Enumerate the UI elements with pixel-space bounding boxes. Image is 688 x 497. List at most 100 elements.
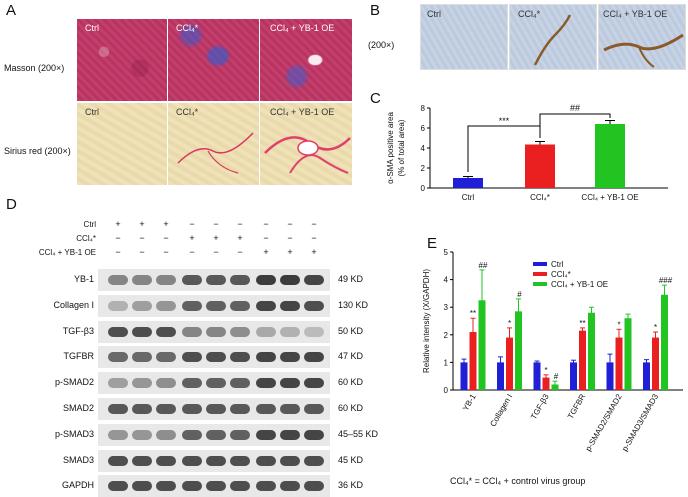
blot-band (230, 481, 250, 492)
blot-band (256, 404, 276, 414)
sig-label: ** (470, 309, 476, 318)
treatment-sign: − (287, 233, 293, 243)
treatment-sign: − (287, 219, 293, 229)
blot-band (156, 300, 176, 311)
treatment-sign: − (311, 219, 317, 229)
sig-label: ## (479, 261, 488, 270)
y-tick-label: 3 (444, 303, 449, 312)
blot-strip (98, 423, 330, 446)
y-tick-label: 8 (421, 104, 426, 113)
legend-swatch (533, 272, 547, 276)
image-label: Ctrl (427, 9, 441, 19)
blot-band (280, 300, 300, 311)
sig-label: # (554, 372, 559, 381)
blot-band (230, 275, 250, 285)
blot-band (280, 481, 300, 492)
blot-band (280, 429, 300, 440)
blot-band (256, 326, 276, 337)
sirius-yb1-image: CCl₄ + YB-1 OE (259, 102, 353, 186)
molecular-weight-label: 130 KD (338, 299, 369, 310)
blot-band (132, 275, 152, 285)
bar (515, 311, 522, 390)
blot-band (182, 326, 202, 337)
treatment-label: CCl₄* (76, 234, 96, 243)
bar-2 (595, 124, 625, 188)
bar (533, 362, 541, 390)
treatment-sign: − (237, 219, 243, 229)
blot-band (230, 352, 250, 363)
image-label: Ctrl (85, 107, 99, 117)
blot-band (304, 481, 324, 492)
treatment-sign: + (287, 247, 293, 257)
y-tick-label: 0 (444, 386, 449, 395)
blot-band (182, 455, 202, 466)
blot-band (304, 352, 324, 363)
bar (497, 362, 504, 390)
blot-band (256, 378, 276, 389)
blot-band (280, 352, 300, 363)
staining-marks (603, 33, 684, 68)
sig-bracket (539, 113, 611, 138)
y-tick-label: 2 (421, 164, 426, 173)
treatment-sign: + (163, 219, 169, 229)
blot-strip (98, 320, 330, 343)
treatment-sign: − (139, 233, 145, 243)
y-tick-label: 4 (421, 144, 426, 153)
bar (606, 362, 614, 390)
blot-band (108, 326, 128, 337)
treatment-sign: + (263, 247, 269, 257)
masson-yb1-image: CCl₄ + YB-1 OE (259, 18, 353, 102)
panel-a-label: A (6, 2, 17, 19)
bar (460, 362, 468, 390)
y-tick-label: 6 (421, 124, 426, 133)
molecular-weight-label: 36 KD (338, 480, 364, 491)
bar (542, 377, 550, 390)
sig-label: ## (570, 103, 580, 113)
blot-band (304, 378, 324, 389)
panel-c-label: C (370, 90, 381, 107)
x-tick-label: CCl₄* (530, 193, 550, 202)
treatment-sign: − (263, 233, 269, 243)
x-tick-label: CCl₄ + YB-1 OE (581, 193, 638, 202)
y-tick-label: 5 (444, 248, 449, 257)
blot-band (256, 275, 276, 285)
molecular-weight-label: 60 KD (338, 377, 364, 388)
blot-band (206, 352, 226, 363)
treatment-sign: − (189, 247, 195, 257)
treatment-label: Ctrl (83, 220, 96, 229)
blot-band (256, 352, 276, 363)
sig-label: ** (579, 319, 585, 328)
staining-marks (533, 14, 572, 66)
blot-band (132, 481, 152, 492)
image-label: CCl₄* (176, 23, 199, 33)
treatment-sign: − (139, 247, 145, 257)
x-tick-label: p-SMAD3/SMAD3 (620, 392, 660, 453)
molecular-weight-label: 50 KD (338, 325, 364, 336)
blot-band (182, 352, 202, 363)
y-tick-label: 0 (421, 184, 426, 193)
bar (478, 300, 486, 390)
blot-band (280, 378, 300, 389)
ihc-magnification-label: (200×) (368, 40, 395, 50)
protein-label: TGF-β3 (62, 325, 94, 336)
blot-band (156, 404, 176, 414)
sirius-ctrl-image: Ctrl (76, 102, 168, 186)
image-label: CCl₄* (176, 107, 199, 117)
sig-label: *** (499, 116, 510, 126)
blot-band (206, 326, 226, 337)
blot-strip (98, 372, 330, 395)
blot-band (280, 326, 300, 337)
blot-band (280, 275, 300, 285)
blot-band (156, 378, 176, 389)
protein-label: p-SMAD2 (54, 377, 94, 388)
molecular-weight-label: 45–55 KD (338, 428, 379, 439)
blot-band (230, 326, 250, 337)
bar (588, 312, 595, 390)
treatment-label: CCl₄ + YB-1 OE (38, 248, 96, 257)
treatment-sign: − (115, 247, 121, 257)
blot-strip (98, 449, 330, 472)
treatment-sign: − (213, 219, 219, 229)
blot-band (256, 455, 276, 466)
sirius-row-label: Sirius red (200×) (4, 146, 71, 156)
blot-band (206, 378, 226, 389)
